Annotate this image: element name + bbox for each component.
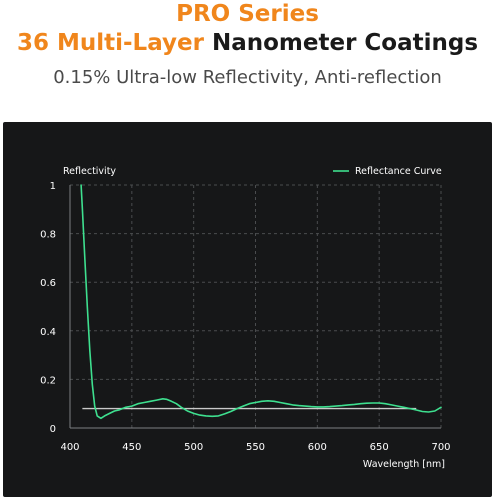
page-subtitle: 0.15% Ultra-low Reflectivity, Anti-refle… (53, 67, 442, 88)
series-layer (80, 184, 442, 420)
x-tick-label: 400 (60, 442, 79, 453)
y-axis-label: Reflectivity (63, 166, 116, 177)
x-axis-label: Wavelength [nm] (363, 459, 445, 470)
grid-lines (70, 184, 442, 428)
reflectance-curve (80, 184, 442, 420)
page-title: PRO Series (176, 1, 319, 27)
axes (69, 185, 441, 429)
y-tick-label: 1 (50, 181, 56, 192)
heading-accent-text: 36 Multi-Layer (16, 30, 204, 56)
legend-label: Reflectance Curve (355, 166, 442, 177)
reflectance-chart: 400 450 500 550 600 650 700 0 0.2 0.4 0.6 0.8 1 Refl… (40, 166, 450, 470)
y-tick-label: 0.2 (40, 375, 56, 386)
y-tick-label: 0.4 (40, 327, 56, 338)
chart-panel: 400 450 500 550 600 650 700 0 0.2 0.4 0.6 0.8 1 Refl… (3, 122, 492, 497)
tick-labels: 400 450 500 550 600 650 700 0 0.2 0.4 0.6 0.8 1 (40, 181, 450, 453)
y-tick-label: 0.8 (40, 230, 56, 241)
y-tick-label: 0 (50, 424, 56, 435)
heading-dark-text: Nanometer Coatings (211, 30, 479, 56)
x-tick-label: 500 (184, 442, 203, 453)
x-tick-label: 650 (370, 442, 389, 453)
x-tick-label: 450 (122, 442, 141, 453)
legend: Reflectance Curve (333, 166, 442, 177)
x-tick-label: 550 (246, 442, 265, 453)
y-tick-label: 0.6 (40, 278, 56, 289)
page-heading: 36 Multi-Layer Nanometer Coatings (0, 30, 495, 56)
x-tick-label: 700 (431, 442, 450, 453)
x-tick-label: 600 (308, 442, 327, 453)
